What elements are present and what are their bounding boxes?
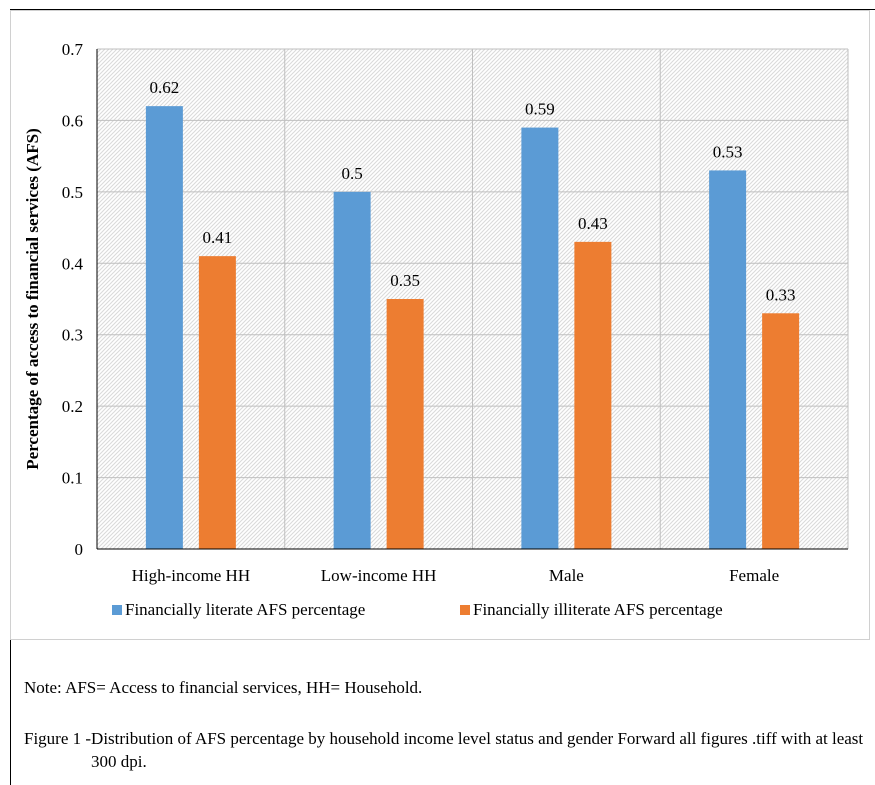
bar-chart: 0 0.1 0.2 0.3 0.4 0.5 0.6 0.7 High-income HH Low-… — [23, 40, 849, 619]
x-category-label: Male — [549, 566, 584, 585]
y-tick-label: 0.6 — [62, 111, 83, 130]
y-axis-title: Percentage of access to financial servic… — [23, 128, 42, 469]
x-category-label: High-income HH — [132, 566, 251, 585]
data-label: 0.5 — [342, 164, 363, 183]
y-tick-label: 0.4 — [62, 254, 84, 273]
chart-frame: 0 0.1 0.2 0.3 0.4 0.5 0.6 0.7 High-income HH Low-… — [10, 10, 870, 640]
data-label: 0.35 — [390, 271, 420, 290]
bar-illiterate — [574, 241, 612, 549]
data-label: 0.53 — [713, 142, 743, 161]
legend-swatch — [460, 605, 470, 615]
y-tick-label: 0.1 — [62, 469, 83, 488]
data-label: 0.33 — [766, 285, 796, 304]
bar-literate — [333, 191, 371, 549]
bar-illiterate — [762, 313, 800, 549]
x-category-label: Low-income HH — [321, 566, 437, 585]
legend-label: Financially literate AFS percentage — [125, 600, 365, 619]
bar-illiterate — [198, 256, 236, 549]
bar-literate — [145, 106, 183, 550]
data-label: 0.59 — [525, 100, 555, 119]
y-tick-label: 0.3 — [62, 326, 83, 345]
chart-note: Note: AFS= Access to financial services,… — [24, 678, 423, 697]
data-label: 0.41 — [203, 228, 233, 247]
y-tick-label: 0 — [75, 540, 84, 559]
caption-label: Figure 1 - — [24, 729, 92, 748]
legend-swatch — [112, 605, 122, 615]
y-tick-label: 0.5 — [62, 183, 83, 202]
bar-literate — [709, 170, 747, 549]
bar-illiterate — [386, 299, 424, 549]
caption-text: Distribution of AFS percentage by househ… — [91, 729, 864, 771]
legend-label: Financially illiterate AFS percentage — [473, 600, 723, 619]
bar-literate — [521, 127, 559, 550]
y-tick-label: 0.2 — [62, 397, 83, 416]
figure-caption: Figure 1 - Distribution of AFS percentag… — [24, 727, 874, 773]
y-tick-label: 0.7 — [62, 40, 84, 59]
data-label: 0.62 — [150, 78, 180, 97]
data-label: 0.43 — [578, 214, 608, 233]
x-category-label: Female — [729, 566, 779, 585]
